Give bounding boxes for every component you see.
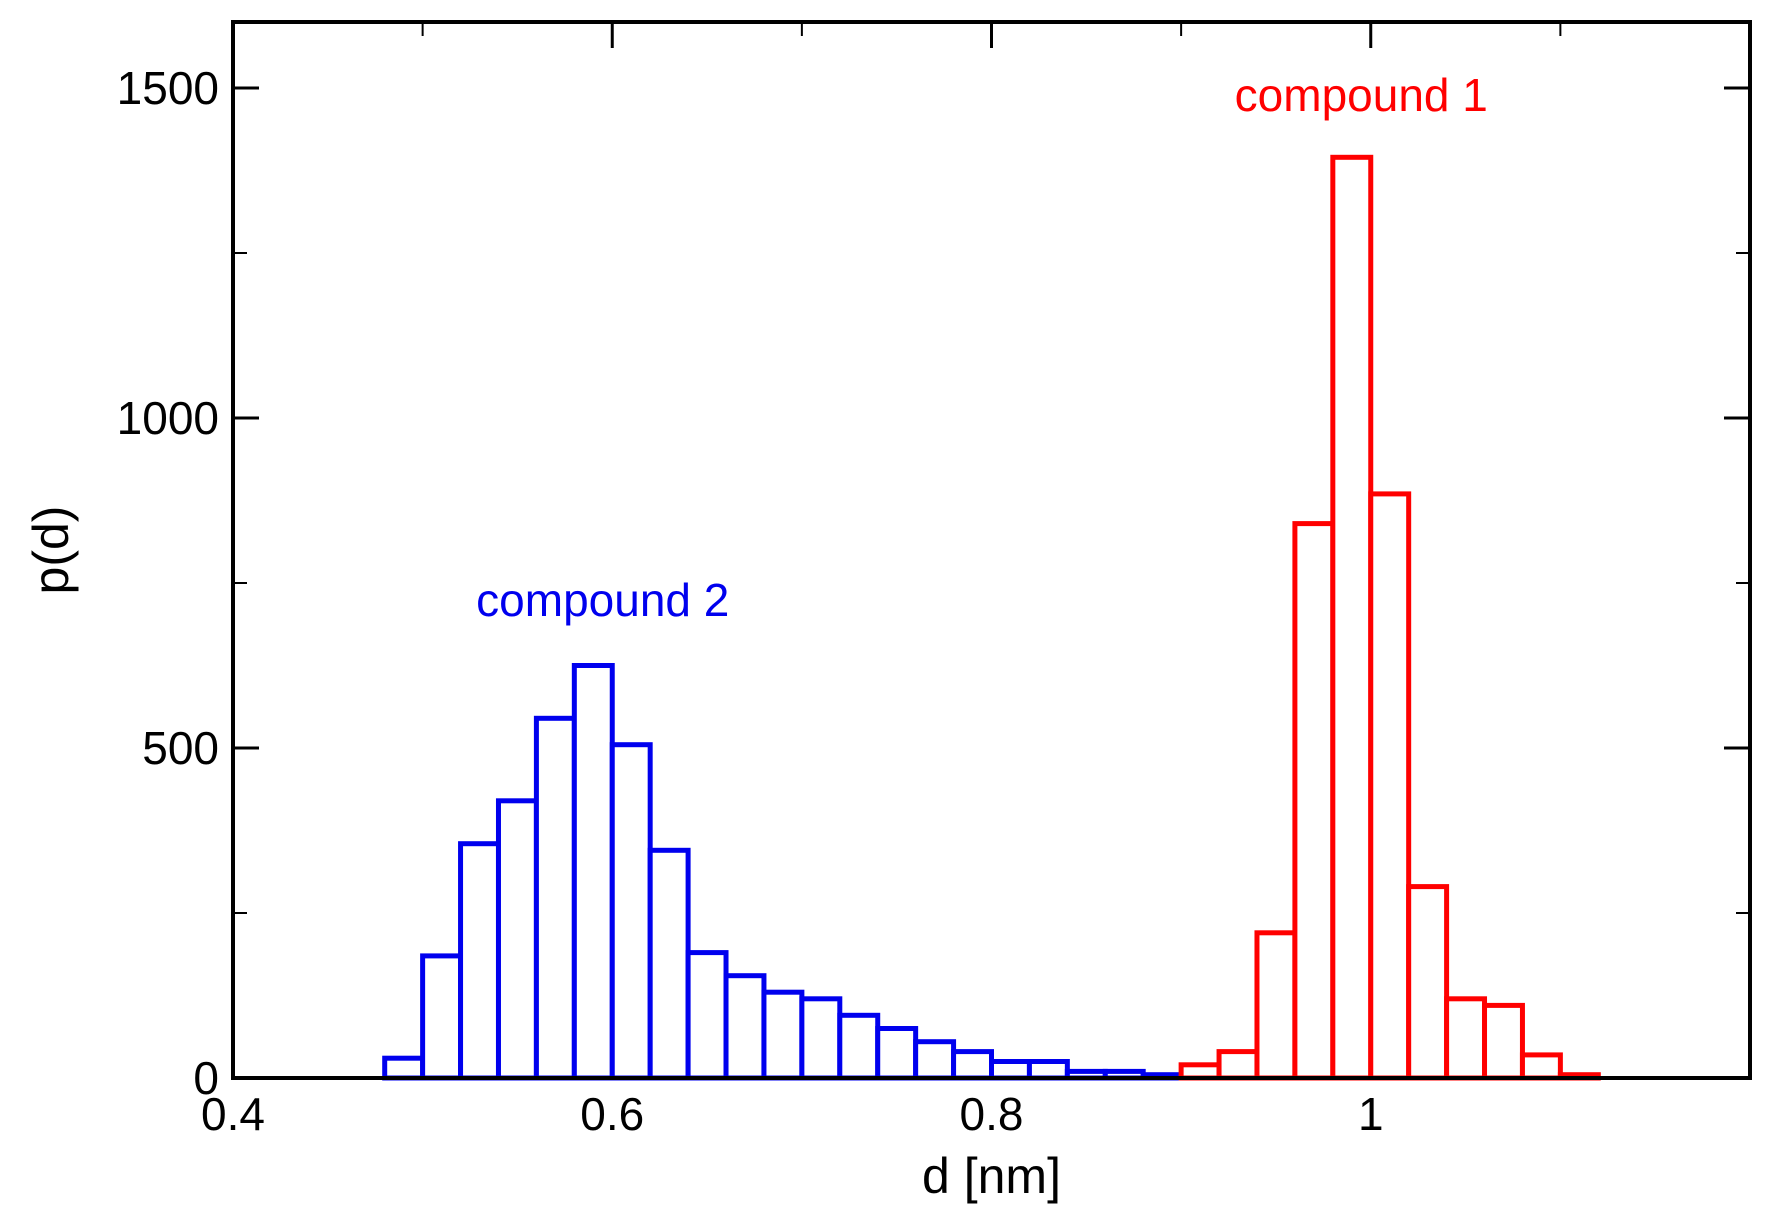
bar-compound-2 <box>647 847 691 1081</box>
bar-compound-2 <box>913 1039 957 1081</box>
bar-compound-2 <box>420 953 464 1081</box>
bar-compound-1 <box>1519 1052 1563 1081</box>
bar-compound-2 <box>685 950 729 1081</box>
y-axis-label: p(d) <box>23 506 79 595</box>
tick-labels: 0.4 0.6 0.8 1 0 500 1000 1500 <box>117 62 1384 1140</box>
y-tick-label: 0 <box>193 1052 219 1104</box>
x-tick-label: 0.6 <box>580 1088 644 1140</box>
annotation-label: compound 2 <box>476 574 729 626</box>
series-annotations: compound 1 compound 2 <box>476 69 1488 626</box>
bar-compound-2 <box>875 1026 919 1081</box>
x-tick-label: 0.8 <box>960 1088 1024 1140</box>
bar-compound-1 <box>1254 930 1298 1081</box>
bar-compound-1 <box>1368 491 1412 1081</box>
plot-frame <box>231 20 1752 1080</box>
bar-compound-2 <box>1026 1059 1070 1081</box>
bar-compound-1 <box>1216 1049 1260 1081</box>
x-tick-label: 0.4 <box>201 1088 265 1140</box>
bar-compound-2 <box>533 715 577 1081</box>
y-tick-label: 1500 <box>117 62 219 114</box>
bar-compound-2 <box>458 841 501 1081</box>
annotation-label: compound 1 <box>1235 69 1488 121</box>
bar-compound-2 <box>609 742 653 1081</box>
y-tick-label: 1000 <box>117 392 219 444</box>
bar-compound-2 <box>799 996 843 1081</box>
bar-compound-2 <box>495 798 539 1081</box>
bar-compound-2 <box>837 1012 881 1081</box>
bar-compound-2 <box>761 989 805 1081</box>
bar-compound-1 <box>1482 1002 1525 1081</box>
bar-compound-2 <box>951 1049 995 1081</box>
bar-compound-2 <box>382 1055 426 1081</box>
bar-compound-2 <box>989 1059 1032 1081</box>
bar-compound-2 <box>571 663 615 1081</box>
bar-compound-1 <box>1292 521 1336 1081</box>
bar-compound-1 <box>1406 884 1450 1081</box>
bar-compound-2 <box>723 973 767 1081</box>
y-tick-label: 500 <box>142 722 219 774</box>
bar-compound-1 <box>1444 996 1488 1081</box>
x-tick-label: 1 <box>1358 1088 1384 1140</box>
bar-compound-1 <box>1330 154 1374 1081</box>
x-axis-label: d [nm] <box>922 1148 1061 1204</box>
